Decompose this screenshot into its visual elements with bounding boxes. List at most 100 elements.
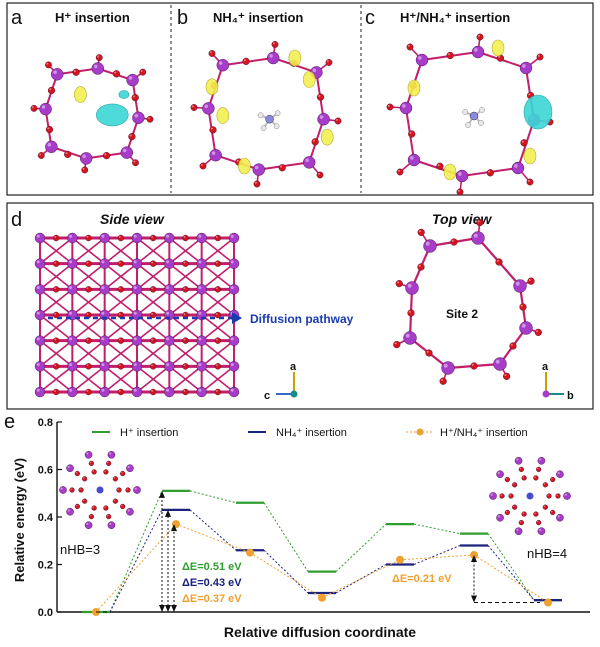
oxygen-atom (82, 167, 88, 173)
manganese-atom (35, 387, 45, 397)
barrier-arrow-tail (159, 605, 165, 612)
oxygen-atom (79, 488, 84, 493)
oxygen-atom (533, 512, 538, 517)
manganese-atom (472, 232, 485, 245)
oxygen-atom (527, 179, 533, 185)
oxygen-atom (147, 116, 153, 122)
oxygen-atom (113, 70, 120, 77)
manganese-atom (100, 233, 110, 243)
manganese-atom (164, 259, 174, 269)
manganese-atom (133, 486, 140, 493)
oxygen-atom (120, 471, 125, 476)
manganese-atom (132, 361, 142, 371)
oxygen-atom (86, 389, 92, 395)
oxygen-atom (503, 373, 510, 380)
manganese-atom (424, 240, 437, 253)
oxygen-atom (89, 514, 94, 519)
manganese-atom (229, 336, 239, 346)
oxygen-atom (243, 58, 250, 65)
legend-label: NH₄⁺ insertion (276, 427, 347, 439)
oxygen-atom (183, 286, 189, 292)
manganese-atom (489, 492, 496, 499)
manganese-atom (67, 233, 77, 243)
manganese-atom (229, 233, 239, 243)
delta-e-annotation: ΔE=0.43 eV (182, 577, 242, 589)
connector (264, 550, 308, 593)
manganese-atom (442, 362, 455, 375)
oxygen-atom (86, 338, 92, 344)
manganese-atom (520, 62, 532, 74)
manganese-atom (35, 233, 45, 243)
manganese-atom (400, 102, 412, 114)
manganese-atom (67, 284, 77, 294)
top-axis-a: a (542, 361, 549, 373)
oxygen-atom (53, 389, 59, 395)
oxygen-atom (53, 338, 59, 344)
oxygen-atom (522, 512, 527, 517)
oxygen-atom (183, 261, 189, 267)
oxygen-atom (407, 44, 413, 50)
oxygen-atom (75, 504, 80, 509)
oxygen-atom (70, 488, 75, 493)
oxygen-atom (150, 261, 156, 267)
charge-density-yellow (74, 87, 86, 103)
manganese-atom (92, 63, 104, 75)
oxygen-atom (200, 163, 206, 169)
oxygen-atom (96, 54, 102, 60)
manganese-atom (197, 284, 207, 294)
connector (400, 555, 474, 560)
oxygen-atom (73, 69, 80, 76)
oxygen-atom (393, 341, 400, 348)
delta-e-annotation: ΔE=0.37 eV (182, 593, 242, 605)
manganese-atom (132, 284, 142, 294)
panel-c-letter: c (365, 7, 375, 29)
oxygen-atom (397, 169, 403, 175)
charge-density-cyan (96, 104, 128, 126)
manganese-atom (100, 284, 110, 294)
oxygen-atom (75, 471, 80, 476)
oxygen-atom (118, 389, 124, 395)
connector (110, 510, 162, 612)
oxygen-atom (106, 514, 111, 519)
charge-density-yellow (289, 50, 301, 66)
manganese-atom (67, 259, 77, 269)
oxygen-atom (118, 286, 124, 292)
panel-d-letter: d (11, 209, 22, 231)
oxygen-atom (215, 235, 221, 241)
y-tick-label: 0.4 (38, 512, 54, 524)
oxygen-atom (550, 510, 555, 515)
oxygen-atom (31, 105, 37, 111)
oxygen-atom (118, 363, 124, 369)
oxygen-atom (86, 261, 92, 267)
oxygen-atom (522, 476, 527, 481)
oxygen-atom (132, 94, 139, 101)
oxygen-atom (92, 470, 97, 475)
charge-density-yellow (217, 108, 229, 124)
oxygen-atom (132, 160, 138, 166)
oxygen-atom (183, 389, 189, 395)
manganese-atom (121, 147, 133, 159)
oxygen-atom (440, 378, 447, 385)
connector (96, 524, 176, 612)
delta-e-annotation: ΔE=0.51 eV (182, 561, 242, 573)
manganese-atom (538, 528, 545, 535)
connector (250, 553, 322, 598)
oxygen-atom (418, 264, 425, 271)
oxygen-atom (126, 488, 131, 493)
manganese-atom (35, 259, 45, 269)
top-view-title: Top view (432, 211, 492, 227)
oxygen-atom (53, 261, 59, 267)
oxygen-atom (317, 94, 324, 101)
hydrogen-atom (462, 109, 467, 114)
oxygen-atom (396, 280, 403, 287)
oxygen-atom (528, 278, 535, 285)
oxygen-atom (447, 52, 454, 59)
oxygen-atom (120, 504, 125, 509)
manganese-atom (132, 112, 144, 124)
nhb-left-label: nHB=3 (60, 542, 100, 557)
manganese-atom (404, 332, 417, 345)
oxygen-atom (550, 477, 555, 482)
oxygen-atom (426, 350, 433, 357)
oxygen-atom (48, 87, 55, 94)
